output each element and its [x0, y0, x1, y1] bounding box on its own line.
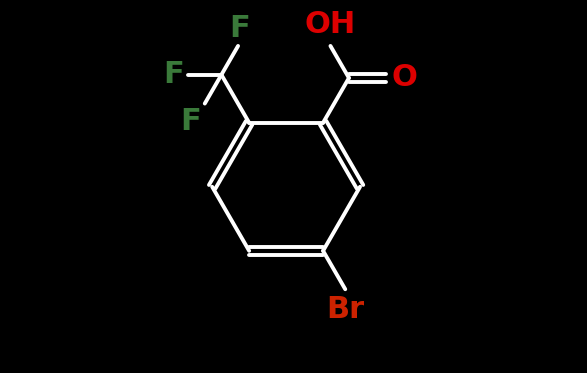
- Text: OH: OH: [305, 10, 356, 38]
- Text: O: O: [392, 63, 417, 93]
- Text: F: F: [180, 107, 201, 135]
- Text: F: F: [164, 60, 184, 89]
- Text: Br: Br: [326, 295, 365, 324]
- Text: F: F: [230, 14, 250, 43]
